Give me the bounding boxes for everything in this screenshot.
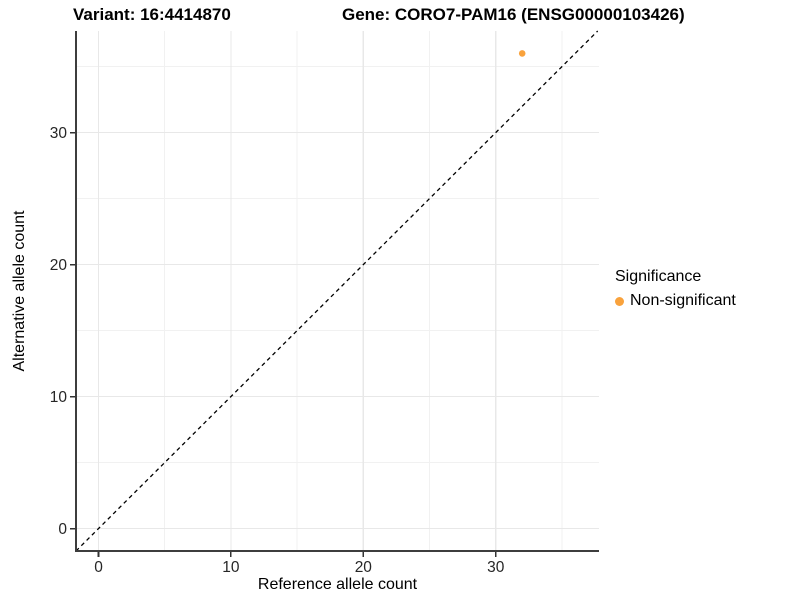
y-axis-label: Alternative allele count [11, 210, 28, 372]
x-tick-label: 20 [355, 559, 373, 576]
variant-title: Variant: 16:4414870 [73, 5, 231, 24]
legend: Significance Non-significant [615, 268, 736, 310]
data-point [518, 50, 526, 57]
legend-entry: Non-significant [615, 292, 736, 310]
legend-entry-label: Non-significant [630, 292, 736, 309]
identity-line [75, 30, 599, 552]
legend-title: Significance [615, 268, 702, 285]
gene-title: Gene: CORO7-PAM16 (ENSG00000103426) [342, 5, 685, 24]
x-axis-label: Reference allele count [257, 576, 418, 593]
y-tick-label: 0 [58, 521, 67, 538]
legend-point-icon [615, 296, 624, 306]
y-tick-label: 30 [50, 125, 68, 142]
y-tick-label: 20 [50, 257, 68, 274]
x-tick-label: 0 [94, 559, 103, 576]
x-tick-label: 10 [222, 559, 240, 576]
x-tick-label: 30 [487, 559, 505, 576]
y-tick-label: 10 [50, 389, 68, 406]
